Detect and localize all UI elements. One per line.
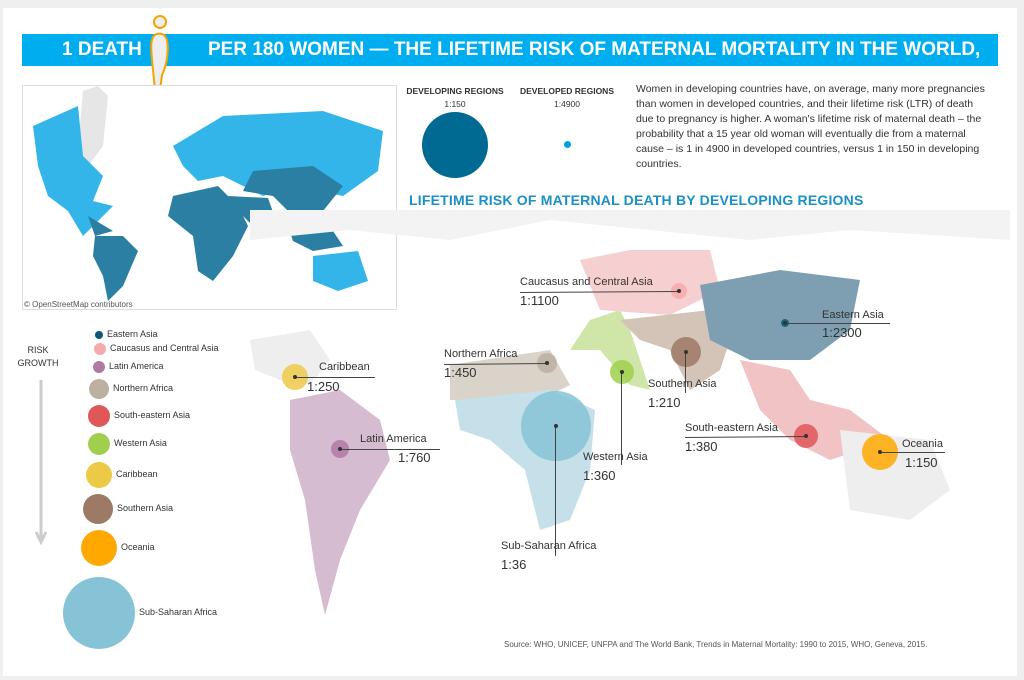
legend-bubble-latin-america bbox=[93, 361, 105, 373]
developing-label: DEVELOPING REGIONS bbox=[406, 86, 504, 96]
map-attribution: © OpenStreetMap contributors bbox=[24, 300, 133, 309]
risk-arrow-icon bbox=[35, 380, 47, 545]
legend-bubble-caribbean bbox=[86, 462, 112, 488]
developing-bubble bbox=[422, 112, 488, 178]
map-label-oceania: Oceania bbox=[902, 438, 943, 450]
legend-axis-label-1: RISK bbox=[27, 345, 49, 355]
dot-south-eastern-asia bbox=[804, 434, 808, 438]
dot-latin-america bbox=[338, 447, 342, 451]
map-label-caribbean: Caribbean bbox=[319, 361, 370, 373]
legend-label-caucasus-and-central-asia: Caucasus and Central Asia bbox=[110, 343, 219, 353]
map-label-latin-america: Latin America bbox=[360, 433, 427, 445]
legend-label-southern-asia: Southern Asia bbox=[117, 503, 174, 513]
dot-caribbean bbox=[293, 375, 297, 379]
map-ratio-oceania: 1:150 bbox=[905, 455, 938, 470]
map-ratio-eastern-asia: 1:2300 bbox=[822, 325, 862, 340]
source-note: Source: WHO, UNICEF, UNFPA and The World… bbox=[504, 640, 928, 649]
map-ratio-caribbean: 1:250 bbox=[307, 379, 340, 394]
map-label-western-asia: Western Asia bbox=[583, 451, 648, 463]
map-ratio-sub-saharan-africa: 1:36 bbox=[501, 557, 527, 572]
developed-ratio: 1:4900 bbox=[554, 99, 580, 109]
map-ratio-caucasus-and-central-asia: 1:1100 bbox=[520, 293, 559, 308]
description-text: Women in developing countries have, on a… bbox=[636, 83, 985, 170]
leader-line-latin-america bbox=[340, 449, 440, 450]
map-label-eastern-asia: Eastern Asia bbox=[822, 309, 884, 321]
dot-oceania bbox=[878, 450, 882, 454]
legend-label-oceania: Oceania bbox=[121, 542, 155, 552]
dot-western-asia bbox=[620, 370, 624, 374]
dot-caucasus-and-central-asia bbox=[677, 289, 681, 293]
leader-line-caribbean bbox=[295, 377, 375, 378]
legend-label-latin-america: Latin America bbox=[109, 361, 164, 371]
developed-label: DEVELOPED REGIONS bbox=[520, 86, 614, 96]
regions-map[interactable] bbox=[250, 210, 1010, 640]
title-banner: 1 DEATH PER 180 WOMEN — THE LIFETIME RIS… bbox=[22, 34, 998, 92]
legend-bubble-caucasus-and-central-asia bbox=[94, 343, 106, 355]
map-label-sub-saharan-africa: Sub-Saharan Africa bbox=[501, 540, 597, 552]
map-label-northern-africa: Northern Africa bbox=[444, 348, 518, 360]
legend-bubble-oceania bbox=[81, 530, 117, 566]
legend-bubble-southern-asia bbox=[83, 494, 113, 524]
map-label-south-eastern-asia: South-eastern Asia bbox=[685, 422, 778, 434]
leader-line-eastern-asia bbox=[785, 323, 890, 324]
title-left: 1 DEATH bbox=[62, 39, 142, 60]
inset-world-map[interactable] bbox=[22, 85, 397, 310]
map-ratio-northern-africa: 1:450 bbox=[444, 365, 477, 380]
map-label-caucasus-and-central-asia: Caucasus and Central Asia bbox=[520, 276, 653, 288]
developed-bubble bbox=[564, 141, 571, 148]
map-ratio-latin-america: 1:760 bbox=[398, 450, 431, 465]
map-ratio-southern-asia: 1:210 bbox=[648, 395, 681, 410]
legend-axis-label-2: GROWTH bbox=[17, 358, 59, 368]
legend-axis-label: RISK GROWTH bbox=[8, 344, 68, 370]
legend-bubble-northern-africa bbox=[89, 379, 109, 399]
legend-label-eastern-asia: Eastern Asia bbox=[107, 329, 158, 339]
legend-bubble-eastern-asia bbox=[95, 331, 103, 339]
developing-ratio: 1:150 bbox=[444, 99, 466, 109]
dot-southern-asia bbox=[684, 350, 688, 354]
woman-figure-icon bbox=[150, 15, 169, 91]
legend-label-south-eastern-asia: South-eastern Asia bbox=[114, 410, 191, 420]
dot-sub-saharan-africa bbox=[554, 424, 558, 428]
map-ratio-south-eastern-asia: 1:380 bbox=[685, 439, 718, 454]
legend-label-caribbean: Caribbean bbox=[116, 469, 158, 479]
map-ratio-western-asia: 1:360 bbox=[583, 468, 616, 483]
legend-bubble-western-asia bbox=[88, 433, 110, 455]
legend-bubble-south-eastern-asia bbox=[88, 405, 110, 427]
leader-line-sub-saharan-africa bbox=[555, 426, 556, 556]
legend-bubble-sub-saharan-africa bbox=[63, 577, 135, 649]
legend-label-sub-saharan-africa: Sub-Saharan Africa bbox=[139, 607, 218, 617]
legend-label-northern-africa: Northern Africa bbox=[113, 383, 174, 393]
map-label-southern-asia: Southern Asia bbox=[648, 378, 717, 390]
map-title: LIFETIME RISK OF MATERNAL DEATH BY DEVEL… bbox=[409, 192, 864, 208]
leader-line-oceania bbox=[880, 452, 945, 453]
dot-eastern-asia bbox=[783, 321, 787, 325]
dot-northern-africa bbox=[545, 361, 549, 365]
legend-label-western-asia: Western Asia bbox=[114, 438, 167, 448]
